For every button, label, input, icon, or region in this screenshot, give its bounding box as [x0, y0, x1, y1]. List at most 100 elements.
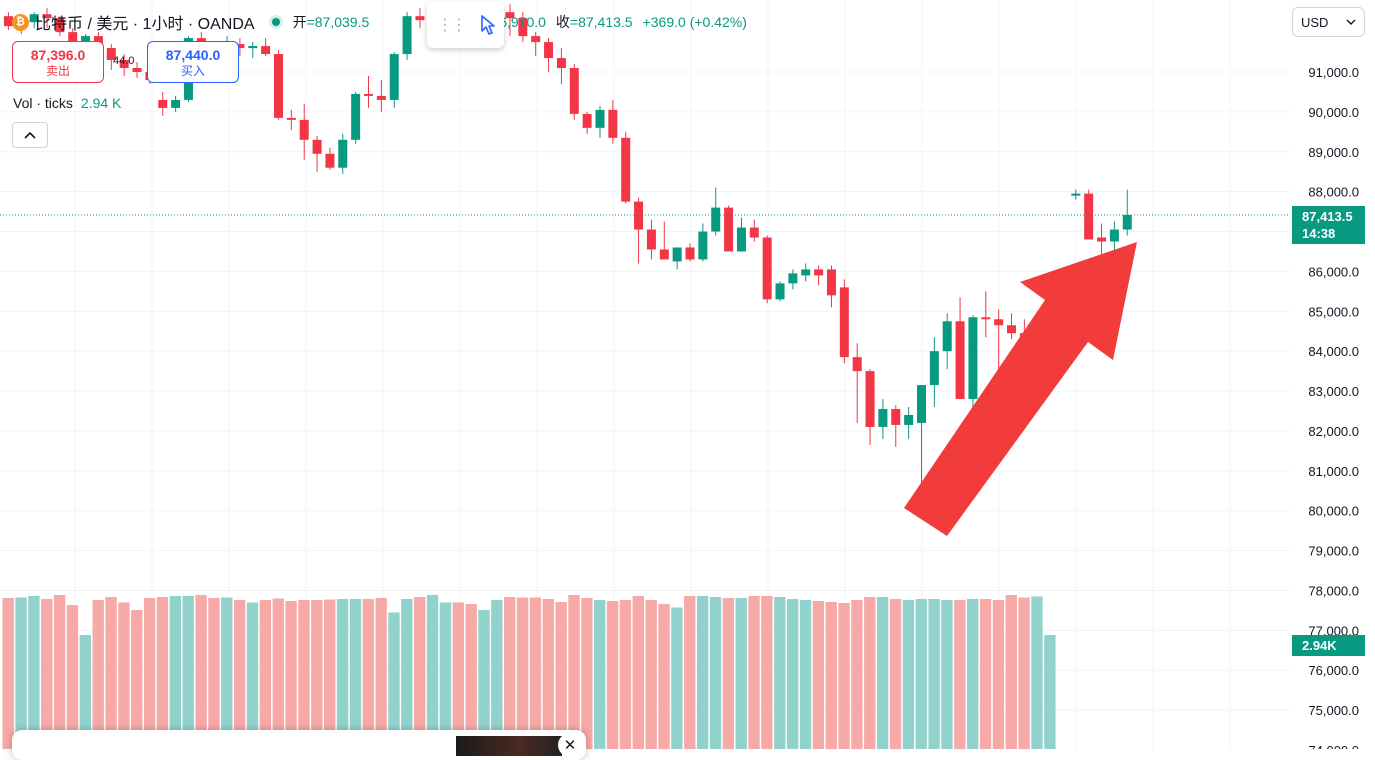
price-axis-label: 84,000.0	[1308, 344, 1359, 359]
symbol-title[interactable]: 比特币 / 美元 · 1小时 · OANDA	[35, 16, 255, 33]
candle-body	[171, 99, 181, 108]
volume-bar	[606, 601, 619, 749]
volume-bar	[619, 600, 632, 749]
volume-bar	[1005, 595, 1017, 749]
volume-bar	[28, 596, 40, 749]
floating-toolbar[interactable]: ⋮⋮	[427, 2, 504, 48]
open-label: 开	[292, 14, 307, 30]
volume-bar	[478, 610, 490, 749]
volume-bar	[375, 598, 387, 749]
price-axis-label: 75,000.0	[1308, 703, 1359, 718]
open-value: =87,039.5	[306, 14, 370, 30]
volume-bar	[761, 596, 773, 749]
volume-bar	[645, 600, 657, 749]
volume-bar	[324, 599, 336, 749]
volume-bar	[15, 597, 27, 749]
volume-legend: Vol · ticks 2.94 K	[13, 95, 121, 111]
volume-bar	[53, 595, 66, 749]
sell-label: 卖出	[45, 63, 70, 78]
price-axis-label: 82,000.0	[1308, 424, 1359, 439]
volume-bar	[169, 596, 182, 749]
price-axis-label: 85,000.0	[1308, 304, 1359, 319]
volume-bar	[285, 601, 297, 749]
candle-body	[608, 109, 618, 138]
candle-body	[351, 93, 361, 140]
volume-bar	[954, 600, 966, 749]
candle-body	[942, 321, 952, 352]
candle-body	[685, 247, 695, 260]
volume-bar	[1018, 597, 1030, 749]
volume-bar	[594, 600, 606, 749]
candle-body	[826, 269, 836, 296]
collapse-legend-button[interactable]	[12, 122, 48, 148]
volume-bar	[941, 600, 953, 749]
candle-body	[29, 14, 39, 23]
candle-body	[749, 227, 759, 238]
price-axis-label: 79,000.0	[1308, 544, 1359, 559]
volume-bar	[233, 600, 246, 749]
price-axis-label: 74,000.0	[1308, 743, 1359, 749]
volume-bar	[336, 599, 349, 749]
volume-bar	[696, 596, 709, 749]
volume-bar	[786, 599, 799, 749]
sell-button[interactable]: 87,396.0 卖出	[12, 41, 104, 83]
candle-body	[878, 409, 888, 427]
volume-bar	[709, 597, 722, 749]
candle-body	[531, 36, 541, 43]
candle-body	[981, 317, 991, 320]
volume-bar	[812, 601, 825, 749]
buy-button[interactable]: 87,440.0 买入	[147, 41, 239, 83]
price-axis-label: 90,000.0	[1308, 105, 1359, 120]
candle-body	[736, 227, 746, 252]
volume-bar	[131, 610, 143, 749]
price-axis-label: 77,000.0	[1308, 623, 1359, 638]
volume-bar	[864, 597, 876, 749]
cursor-icon[interactable]	[479, 14, 497, 36]
volume-bar	[66, 605, 79, 749]
volume-bar	[555, 602, 567, 749]
volume-bar	[928, 599, 940, 749]
candle-body	[762, 237, 772, 300]
candle-body	[634, 201, 644, 230]
currency-select[interactable]: USD	[1292, 7, 1365, 37]
candle-body	[646, 229, 656, 250]
volume-bar	[1031, 596, 1043, 749]
volume-bar	[311, 600, 323, 749]
volume-bar	[851, 600, 863, 749]
volume-tag: 2.94K	[1292, 635, 1365, 656]
candle-body	[544, 42, 554, 59]
candle-body	[569, 68, 579, 114]
price-axis-label: 86,000.0	[1308, 264, 1359, 279]
volume-bar	[748, 596, 760, 749]
volume-bar	[684, 596, 696, 749]
volume-bar	[105, 597, 117, 749]
volume-bar	[516, 597, 529, 749]
promo-popup[interactable]: ✕	[12, 730, 586, 760]
candle-body	[711, 207, 721, 232]
volume-bar	[208, 598, 220, 749]
volume-bar	[799, 600, 812, 749]
market-open-icon	[268, 15, 283, 29]
candle-body	[415, 16, 425, 21]
candle-body	[248, 46, 258, 49]
volume-bar	[259, 600, 272, 749]
candle-body	[788, 273, 798, 284]
candle-body	[132, 68, 142, 72]
candle-body	[659, 249, 669, 260]
volume-bar	[439, 602, 452, 749]
drag-handle-icon[interactable]: ⋮⋮	[437, 17, 467, 34]
volume-bar	[349, 599, 362, 749]
candle-body	[865, 371, 875, 427]
buy-price: 87,440.0	[165, 46, 221, 63]
price-axis-label: 78,000.0	[1308, 583, 1359, 598]
price-axis-label: 88,000.0	[1308, 185, 1359, 200]
price-axis: 91,000.090,000.089,000.088,000.087,000.0…	[1308, 65, 1359, 749]
candle-body	[968, 317, 978, 400]
price-axis-label: 83,000.0	[1308, 384, 1359, 399]
volume-bar	[118, 602, 130, 749]
close-icon[interactable]: ✕	[558, 733, 582, 757]
volume-bar	[452, 602, 464, 749]
close-value: =87,413.5	[569, 14, 633, 30]
volume-bar	[195, 595, 207, 749]
